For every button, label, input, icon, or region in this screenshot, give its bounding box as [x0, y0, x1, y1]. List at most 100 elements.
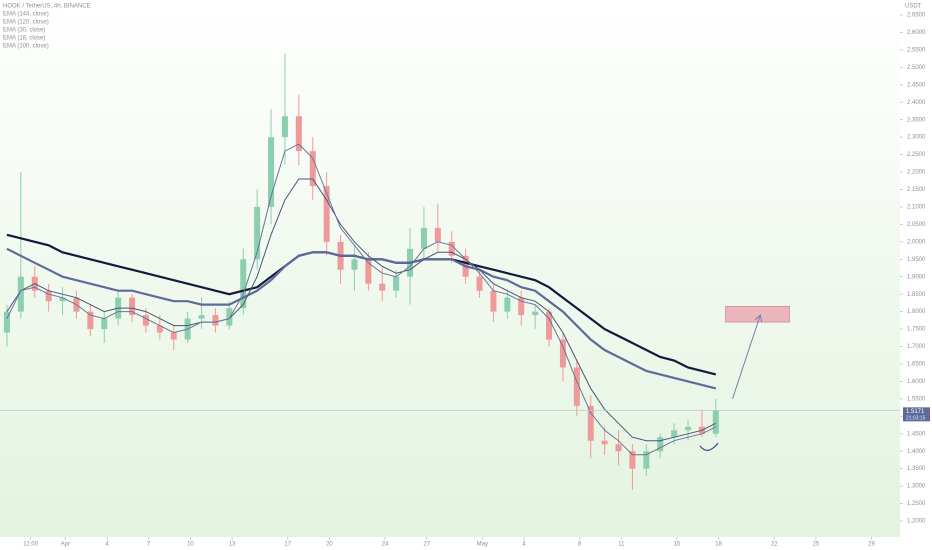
candle-body	[309, 151, 316, 186]
candle-body	[490, 290, 497, 312]
y-tick-label: 2.4500	[907, 82, 926, 88]
candle-body	[476, 276, 483, 291]
candle-body	[3, 311, 10, 333]
x-tick-label: 8	[578, 542, 582, 548]
currency: USDT	[905, 4, 922, 10]
y-tick-label: 1.9000	[907, 274, 926, 280]
target-zone	[725, 305, 790, 323]
candle-body	[281, 116, 288, 138]
y-tick-label: 1.9500	[907, 257, 926, 263]
candle-body	[17, 276, 24, 312]
ema-line	[6, 143, 717, 456]
y-tick-label: 1.7500	[907, 327, 926, 333]
candle-body	[351, 259, 358, 270]
candle-body	[129, 297, 136, 316]
candle-body	[615, 444, 622, 452]
x-tick-label: 29	[868, 542, 875, 548]
candle-body	[559, 339, 566, 368]
candle-body	[226, 308, 233, 326]
y-tick-label: 2.6000	[907, 30, 926, 36]
legend-entry: EMA (100, close)	[3, 44, 49, 50]
arrow-head	[754, 314, 763, 323]
y-tick-label: 2.3000	[907, 135, 926, 141]
candle-body	[45, 290, 52, 302]
x-tick-label: May	[477, 542, 488, 548]
y-tick-label: 1.8000	[907, 309, 926, 315]
time-axis	[0, 537, 900, 550]
legend-entry: EMA (120, close)	[3, 20, 49, 26]
y-tick-label: 2.0500	[907, 222, 926, 228]
x-tick-label: 13	[229, 542, 236, 548]
y-tick-label: 2.3500	[907, 117, 926, 123]
candle-body	[657, 437, 664, 452]
candle-body	[170, 332, 177, 340]
x-tick-label: 7	[147, 542, 151, 548]
x-tick-label: Apr	[61, 542, 70, 548]
candle-body	[643, 451, 650, 469]
x-tick-label: 22	[771, 542, 778, 548]
candle-body	[268, 137, 275, 207]
candle-body	[518, 297, 525, 316]
x-tick-label: 24	[382, 542, 389, 548]
ema-line	[6, 178, 717, 442]
y-tick-label: 2.5000	[907, 65, 926, 71]
y-tick-label: 1.3500	[907, 466, 926, 472]
candle-body	[546, 311, 553, 340]
candle-body	[573, 367, 580, 406]
chart-title: HOOK / TetherUS, 4h, BINANCE	[3, 4, 91, 10]
candle-body	[448, 241, 455, 256]
candle-body	[212, 315, 219, 326]
x-tick-label: 4	[522, 542, 526, 548]
y-tick-label: 2.0000	[907, 239, 926, 245]
candle-body	[379, 283, 386, 291]
candle-body	[434, 227, 441, 242]
hand-drawn-curve	[699, 442, 719, 451]
candle-body	[156, 325, 163, 333]
y-tick-label: 1.4000	[907, 449, 926, 455]
x-tick-label: 11	[618, 542, 625, 548]
x-tick-label: 15	[674, 542, 681, 548]
y-tick-label: 2.4000	[907, 100, 926, 106]
candle-body	[393, 276, 400, 291]
candle-body	[87, 311, 94, 330]
candle-body	[601, 440, 608, 445]
candle-body	[198, 315, 205, 319]
candle-body	[504, 297, 511, 312]
candle-body	[240, 259, 247, 309]
candle-body	[254, 206, 261, 260]
x-tick-label: 18	[715, 542, 722, 548]
candle-body	[685, 426, 692, 431]
y-tick-label: 1.7000	[907, 344, 926, 350]
x-tick-label: 12:00	[23, 542, 39, 548]
last-price-box	[903, 407, 930, 422]
plot-background	[0, 0, 900, 537]
candle-body	[420, 227, 427, 249]
x-tick-label: 27	[423, 542, 430, 548]
arrow-line	[732, 314, 761, 400]
y-tick-label: 2.5500	[907, 47, 926, 53]
y-tick-label: 1.6500	[907, 362, 926, 368]
x-tick-label: 4	[105, 542, 109, 548]
y-tick-label: 1.6000	[907, 379, 926, 385]
candle-body	[587, 405, 594, 441]
y-tick-label: 1.2000	[907, 519, 926, 525]
y-tick-label: 2.1000	[907, 205, 926, 211]
x-tick-label: 17	[284, 542, 291, 548]
y-tick-label: 2.1500	[907, 187, 926, 193]
ema-line	[6, 247, 717, 390]
candle-body	[532, 311, 539, 316]
x-tick-label: 10	[187, 542, 194, 548]
x-tick-label: 20	[326, 542, 333, 548]
x-tick-label: 25	[813, 542, 820, 548]
candle-body	[365, 259, 372, 284]
legend-entry: EMA (30, close)	[3, 28, 45, 34]
candle-body	[101, 318, 108, 330]
y-tick-label: 1.8500	[907, 292, 926, 298]
y-tick-label: 1.5500	[907, 396, 926, 402]
candle-body	[671, 430, 678, 438]
countdown: 21:03:15	[906, 416, 926, 422]
y-tick-label: 1.4500	[907, 431, 926, 437]
candle-body	[59, 297, 66, 302]
candle-body	[629, 451, 636, 469]
